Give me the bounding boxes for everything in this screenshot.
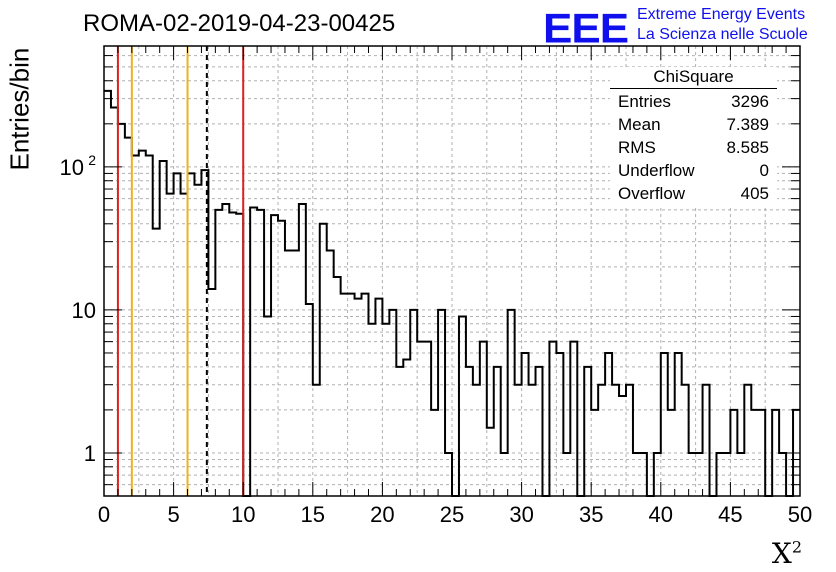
plot-title: ROMA-02-2019-04-23-00425 — [83, 10, 396, 37]
x-tick-label: 15 — [301, 502, 325, 527]
stats-value: 3296 — [731, 92, 769, 111]
x-tick-label: 20 — [370, 502, 394, 527]
y-axis-label: Entries/bin — [4, 47, 35, 171]
x-tick-label: 10 — [231, 502, 255, 527]
marker-lines — [116, 46, 245, 496]
stats-label: Entries — [618, 92, 671, 111]
stats-row: RMS 8.585 — [610, 136, 777, 159]
y-tick-label: 10 — [72, 298, 96, 323]
x-tick-label: 30 — [509, 502, 533, 527]
stats-label: Underflow — [618, 161, 695, 180]
y-tick-label: 1 — [84, 441, 96, 466]
stats-row: Overflow 405 — [610, 182, 777, 205]
logo-line-1: Extreme Energy Events — [637, 6, 806, 23]
eee-logo: EEE — [543, 5, 629, 52]
histogram-series — [104, 89, 800, 497]
x-tick-label: 35 — [579, 502, 603, 527]
y-tick-label-exponent: 2 — [88, 152, 96, 168]
x-tick-label: 0 — [98, 502, 110, 527]
x-tick-label: 50 — [788, 502, 812, 527]
logo-line-2: La Scienza nelle Scuole — [637, 26, 808, 43]
histogram-line — [104, 89, 800, 497]
stats-row: Underflow 0 — [610, 159, 777, 182]
stats-row: Mean 7.389 — [610, 113, 777, 136]
stats-value: 0 — [759, 161, 769, 180]
stats-label: RMS — [618, 138, 656, 157]
x-axis-label-sup: 2 — [791, 537, 802, 557]
stats-label: Mean — [618, 115, 661, 134]
y-tick-label: 10 — [60, 155, 84, 180]
x-tick-label: 25 — [440, 502, 464, 527]
stats-label: Overflow — [618, 184, 686, 203]
stats-box-title: ChiSquare — [610, 67, 777, 89]
stats-box: ChiSquare Entries 3296 Mean 7.389 RMS 8.585… — [610, 67, 777, 205]
x-tick-label: 45 — [718, 502, 742, 527]
stats-row: Entries 3296 — [610, 90, 777, 113]
stats-value: 8.585 — [726, 138, 769, 157]
x-tick-label: 40 — [649, 502, 673, 527]
x-axis-label-base: X — [771, 537, 792, 570]
stats-value: 405 — [740, 184, 769, 203]
x-axis-label: X2 — [772, 537, 802, 570]
stats-value: 7.389 — [726, 115, 769, 134]
x-tick-label: 5 — [167, 502, 179, 527]
